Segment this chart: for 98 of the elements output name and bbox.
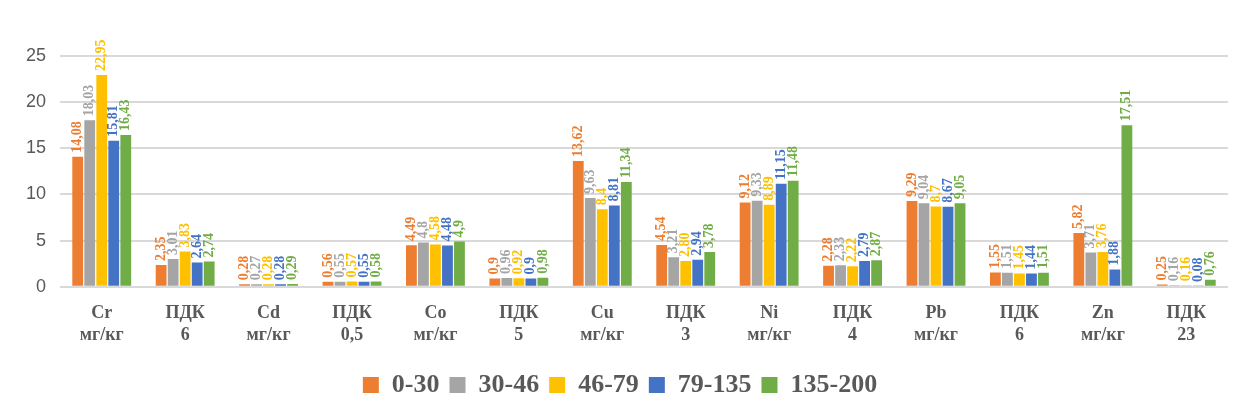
bar (96, 74, 108, 286)
data-label: 13,62 (569, 125, 585, 158)
data-label: 15,81 (105, 105, 121, 137)
x-tick-label: ПДК 23 (1166, 302, 1207, 344)
legend-label: 46-79 (578, 368, 639, 398)
data-label: 2,35 (152, 236, 168, 262)
y-tick-label: 25 (25, 44, 47, 65)
bar (620, 182, 632, 286)
bar (990, 272, 1001, 286)
bar (608, 205, 620, 286)
data-label: 22,95 (93, 39, 109, 71)
bar (584, 197, 596, 286)
bar (787, 180, 799, 286)
y-tick-label: 15 (25, 137, 47, 158)
bar (763, 204, 775, 286)
x-tick-label: ПДК 0,5 (332, 302, 372, 344)
y-tick-label: 5 (36, 229, 47, 250)
data-label: 9,29 (903, 172, 919, 198)
bar (179, 251, 191, 286)
x-tick-label: Zn мг/кг (1080, 302, 1125, 344)
data-label: 11,15 (772, 149, 788, 180)
x-tick-label: Co мг/кг (413, 302, 458, 344)
x-tick-label: ПДК 5 (499, 302, 539, 344)
bar (918, 203, 930, 286)
bar (203, 261, 215, 286)
bar (859, 261, 870, 286)
bar (334, 281, 346, 286)
bar (442, 245, 453, 286)
bar (871, 260, 883, 286)
legend-label: 79-135 (677, 368, 752, 398)
bar (739, 202, 751, 286)
x-tick-label: ПДК 6 (165, 302, 205, 344)
bar (358, 281, 370, 286)
bar (370, 281, 382, 286)
bar (537, 277, 549, 286)
bar (167, 259, 179, 286)
bar (1038, 272, 1049, 286)
x-tick-label: ПДК 4 (832, 302, 873, 344)
data-label: 11,34 (617, 147, 633, 179)
bar (1014, 273, 1025, 286)
legend-label: 135-200 (790, 368, 878, 398)
bar (120, 135, 132, 286)
bar (954, 203, 966, 286)
y-tick-label: 20 (25, 91, 47, 112)
bar (406, 245, 417, 286)
data-label: 18,03 (81, 84, 97, 117)
x-tick-label: Cu мг/кг (580, 302, 625, 344)
data-label: 0,25 (1153, 255, 1169, 281)
bar (1073, 233, 1085, 286)
bar (1002, 272, 1013, 286)
data-label: 14,08 (69, 121, 85, 153)
bar (680, 260, 692, 286)
bar (835, 265, 846, 286)
bar (1026, 273, 1037, 286)
bar (668, 257, 680, 286)
bar (692, 259, 704, 286)
bar (930, 206, 942, 286)
bar (1109, 269, 1121, 286)
bar (501, 277, 513, 286)
bar (1204, 279, 1216, 286)
x-tick-label: ПДК 6 (999, 302, 1040, 344)
bar (155, 265, 167, 286)
bar (572, 161, 584, 286)
x-tick-label: Pb мг/кг (914, 302, 958, 344)
bar (418, 242, 429, 286)
data-label: 17,51 (1118, 89, 1134, 122)
bar (525, 278, 537, 286)
bar (108, 140, 120, 286)
bar (489, 278, 501, 286)
legend-label: 0-30 (391, 368, 440, 398)
bar (72, 156, 84, 286)
bar (823, 265, 834, 286)
bar (513, 278, 525, 286)
data-label: 0,9 (486, 256, 502, 275)
x-tick-label: Cr мг/кг (79, 302, 124, 344)
bar (847, 266, 858, 286)
x-tick-label: Ni мг/кг (747, 302, 792, 344)
y-tick-label: 10 (25, 183, 47, 204)
bar (751, 200, 763, 286)
bar (704, 251, 716, 286)
bar (454, 241, 465, 286)
bar (942, 206, 954, 286)
bar (1085, 252, 1097, 286)
bar (656, 244, 668, 286)
x-tick-label: ПДК 3 (666, 302, 706, 344)
bar (430, 244, 441, 286)
bar (84, 120, 96, 286)
bar (1121, 125, 1133, 286)
bar (191, 262, 203, 286)
y-tick-label: 0 (36, 275, 47, 296)
bar (1097, 252, 1109, 286)
bar (775, 183, 787, 286)
data-label: 9,12 (736, 174, 752, 199)
legend-label: 30-46 (478, 368, 540, 398)
bar (906, 201, 918, 286)
x-tick-label: Cd мг/кг (246, 302, 291, 344)
bar (596, 209, 608, 286)
data-label: 0,56 (319, 253, 335, 278)
